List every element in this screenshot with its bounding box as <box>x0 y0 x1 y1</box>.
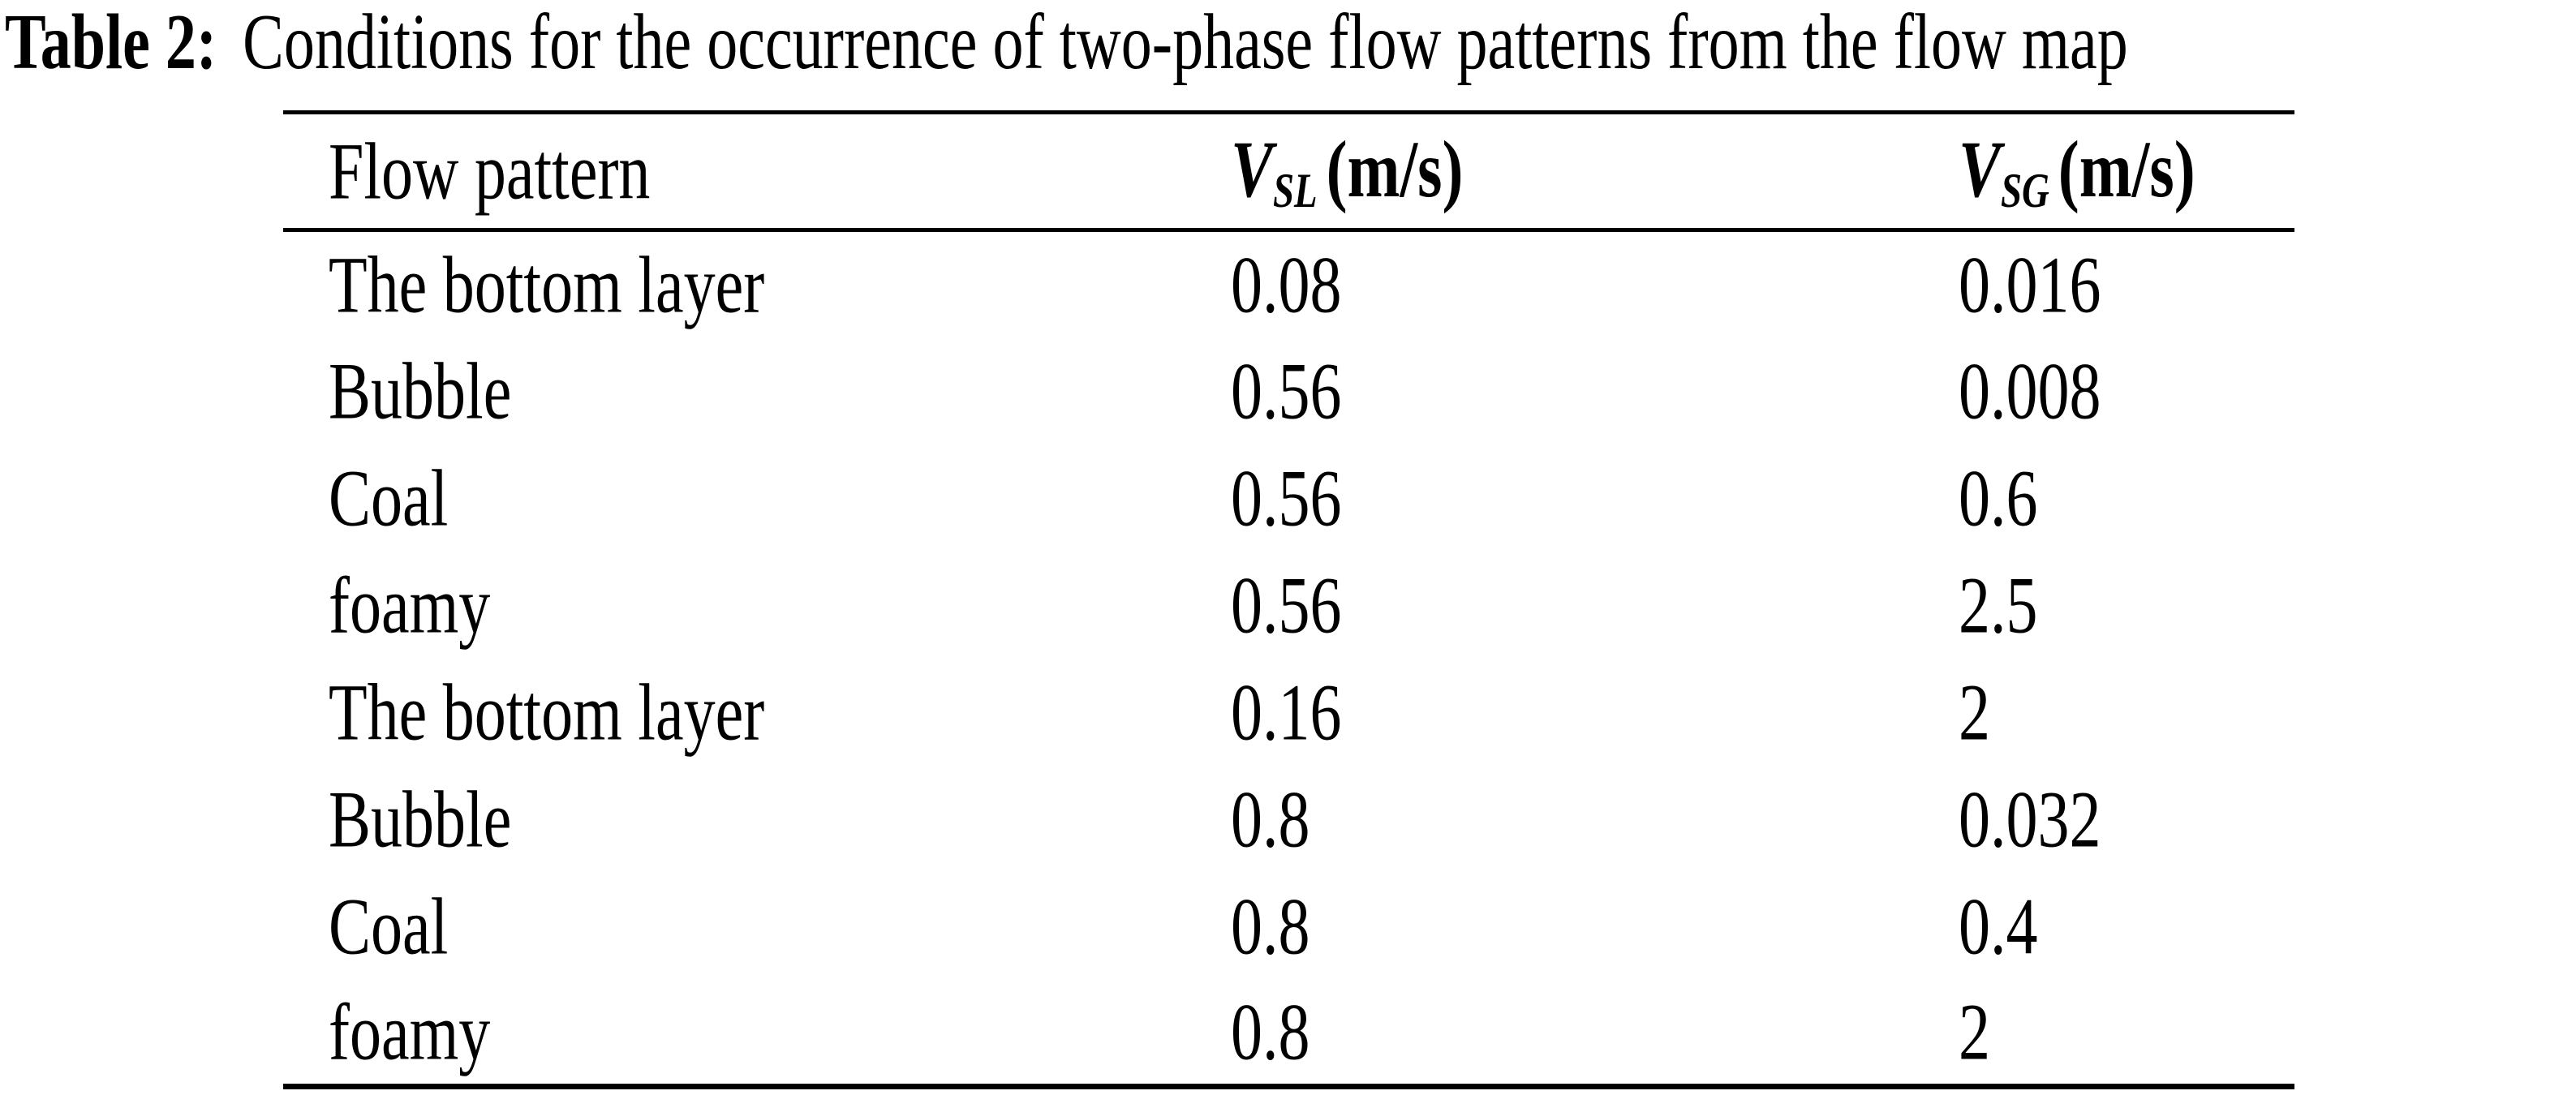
table-caption-label: Table 2: <box>5 0 217 86</box>
flow-pattern-cell: The bottom layer <box>329 666 765 757</box>
vsg-cell: 0.6 <box>1959 452 2038 543</box>
vsl-cell: 0.56 <box>1231 345 1342 436</box>
table-row: The bottom layer 0.16 2 <box>283 659 2294 766</box>
vsg-subscript: SG <box>2001 164 2049 219</box>
vsl-subscript: SL <box>1273 164 1318 219</box>
vsg-cell: 2.5 <box>1959 559 2038 650</box>
flow-pattern-cell: Coal <box>329 880 449 971</box>
vsl-cell: 0.08 <box>1231 238 1342 329</box>
header-vsg: VSG (m/s) <box>1959 113 2294 230</box>
table-row: Coal 0.8 0.4 <box>283 873 2294 980</box>
flow-pattern-table: Flow pattern VSL (m/s) VSG (m/s) The botto… <box>283 110 2294 1089</box>
vsg-cell: 0.4 <box>1959 880 2038 971</box>
table-row: Bubble 0.56 0.008 <box>283 337 2294 444</box>
vsl-cell: 0.8 <box>1231 880 1310 971</box>
table-row: foamy 0.56 2.5 <box>283 552 2294 659</box>
vsl-cell: 0.16 <box>1231 666 1342 757</box>
table-caption-text: Conditions for the occurrence of two-pha… <box>243 0 2128 86</box>
header-vsl: VSL (m/s) <box>1231 113 1959 230</box>
table-body: The bottom layer 0.08 0.016 Bubble 0.56 … <box>283 230 2294 1087</box>
header-flow-pattern: Flow pattern <box>329 125 651 217</box>
vsl-cell: 0.8 <box>1231 773 1310 864</box>
vsl-unit: (m/s) <box>1326 123 1464 214</box>
vsl-cell: 0.8 <box>1231 986 1310 1076</box>
vsl-symbol: V <box>1231 123 1274 214</box>
vsg-cell: 0.008 <box>1959 345 2101 436</box>
vsg-cell: 2 <box>1959 986 1990 1076</box>
table-row: Coal 0.56 0.6 <box>283 444 2294 552</box>
flow-pattern-cell: The bottom layer <box>329 238 765 329</box>
flow-pattern-cell: Coal <box>329 452 449 543</box>
flow-pattern-cell: Bubble <box>329 773 512 864</box>
table-row: The bottom layer 0.08 0.016 <box>283 230 2294 337</box>
table-row: foamy 0.8 2 <box>283 980 2294 1087</box>
vsl-cell: 0.56 <box>1231 452 1342 543</box>
vsl-cell: 0.56 <box>1231 559 1342 650</box>
vsg-cell: 2 <box>1959 666 1990 757</box>
flow-pattern-cell: foamy <box>329 559 491 650</box>
vsg-symbol: V <box>1959 123 2002 214</box>
table-row: Bubble 0.8 0.032 <box>283 766 2294 873</box>
vsg-cell: 0.016 <box>1959 238 2101 329</box>
table-caption: Table 2: Conditions for the occurrence of… <box>5 0 2128 86</box>
vsg-cell: 0.032 <box>1959 773 2101 864</box>
vsg-unit: (m/s) <box>2058 123 2195 214</box>
header-row: Flow pattern VSL (m/s) VSG (m/s) <box>283 113 2294 230</box>
flow-pattern-cell: foamy <box>329 986 491 1076</box>
table-header: Flow pattern VSL (m/s) VSG (m/s) <box>283 113 2294 230</box>
flow-pattern-cell: Bubble <box>329 345 512 436</box>
